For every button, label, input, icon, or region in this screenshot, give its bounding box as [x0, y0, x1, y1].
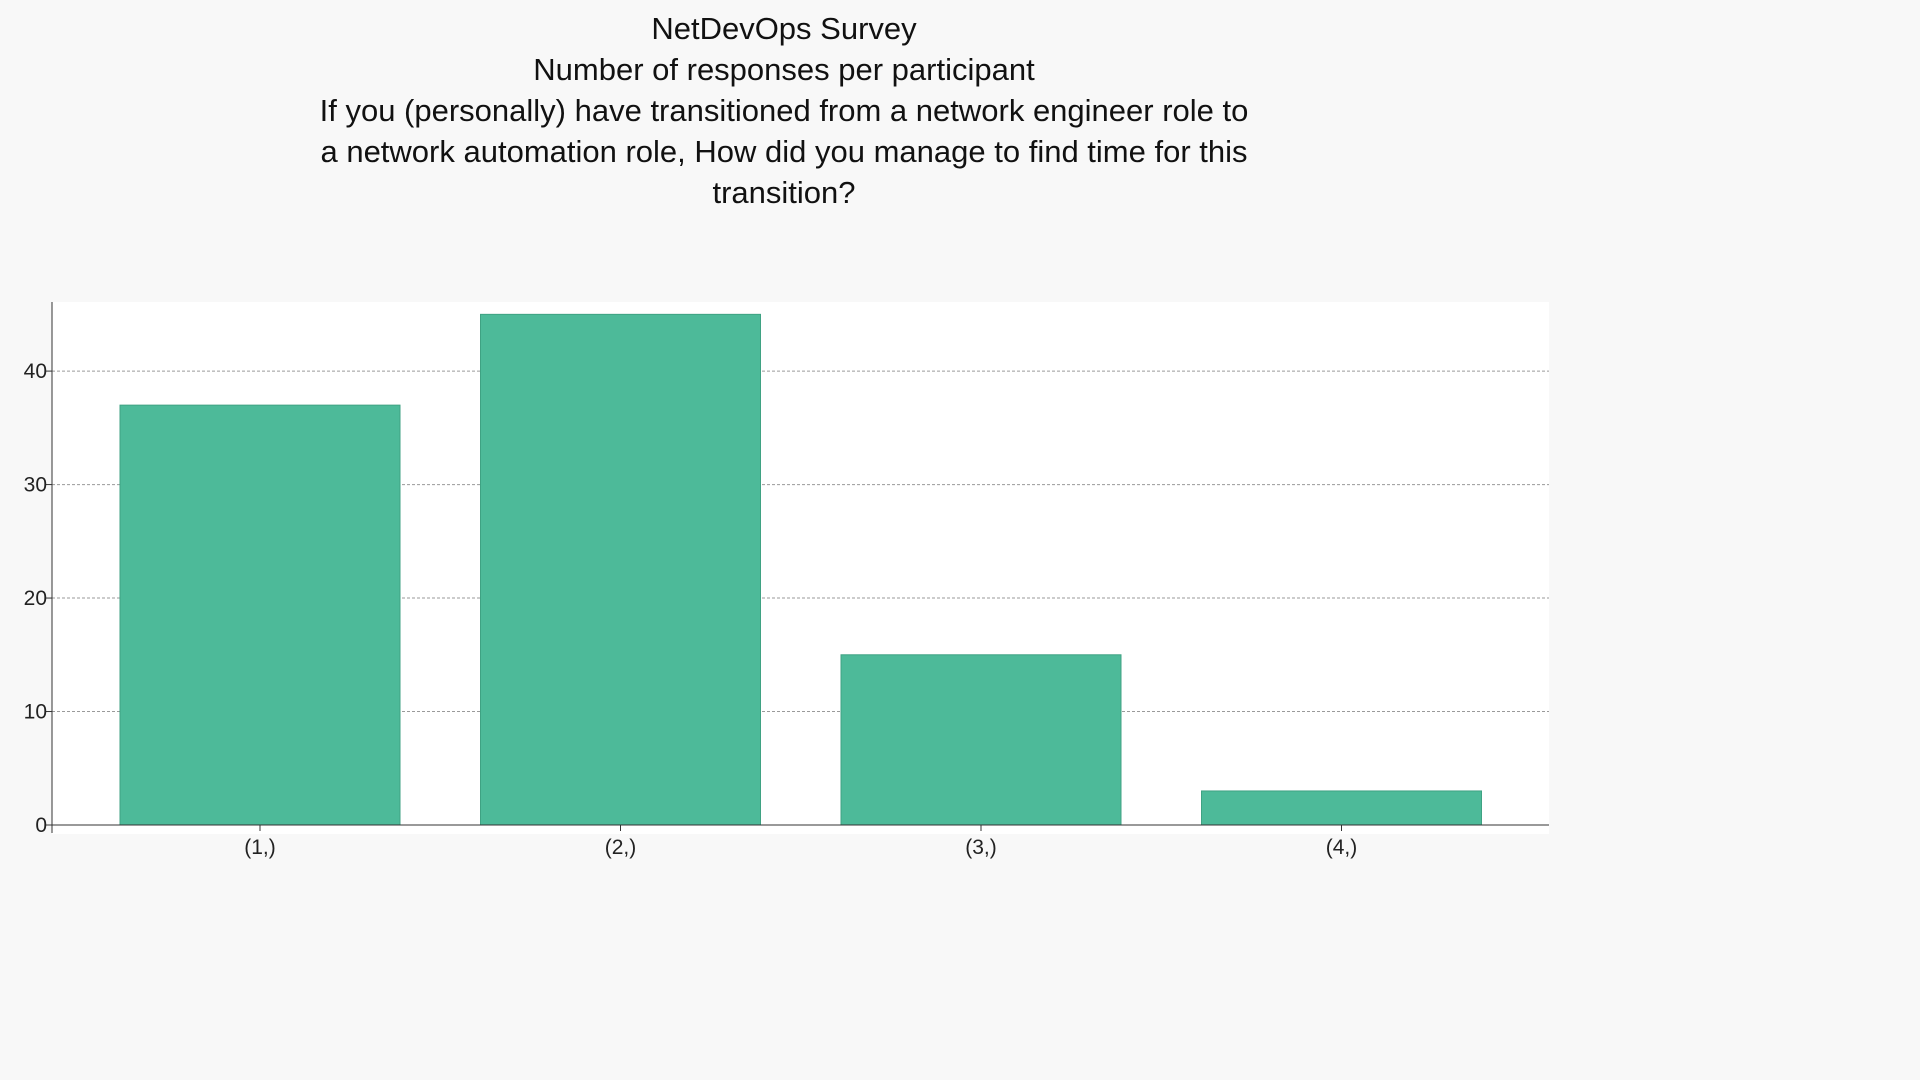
- y-tick-label-30: 30: [24, 474, 47, 497]
- chart-question-line-2: a network automation role, How did you m…: [320, 134, 1248, 169]
- y-tick-label-40: 40: [24, 360, 47, 383]
- chart-question-line-3: transition?: [712, 175, 856, 210]
- x-tick-labels: (1,) (2,) (3,) (4,): [244, 836, 1357, 859]
- axes: [46, 302, 1549, 833]
- chart-title: NetDevOps Survey: [651, 11, 917, 46]
- bar-1: [119, 404, 401, 826]
- x-tick-label-4: (4,): [1326, 836, 1358, 859]
- x-tick-label-2: (2,): [605, 836, 637, 859]
- y-tick-labels: 0 10 20 30 40: [24, 360, 47, 837]
- bar-2: [480, 313, 761, 826]
- bar-chart: 0 10 20 30 40 (1,) (2,) (3,) (4,): [24, 302, 1549, 859]
- y-tick-label-0: 0: [35, 814, 47, 837]
- y-tick-label-10: 10: [24, 701, 47, 724]
- bar-4: [1201, 790, 1482, 826]
- chart-question-line-1: If you (personally) have transitioned fr…: [319, 93, 1249, 128]
- gridlines: [52, 370, 1549, 713]
- chart-title-block: NetDevOps Survey Number of responses per…: [0, 8, 1568, 213]
- bars: [119, 313, 1482, 826]
- x-tick-label-1: (1,): [244, 836, 276, 859]
- y-tick-label-20: 20: [24, 587, 47, 610]
- x-tick-label-3: (3,): [965, 836, 997, 859]
- chart-subtitle: Number of responses per participant: [533, 52, 1035, 87]
- bar-3: [840, 654, 1122, 826]
